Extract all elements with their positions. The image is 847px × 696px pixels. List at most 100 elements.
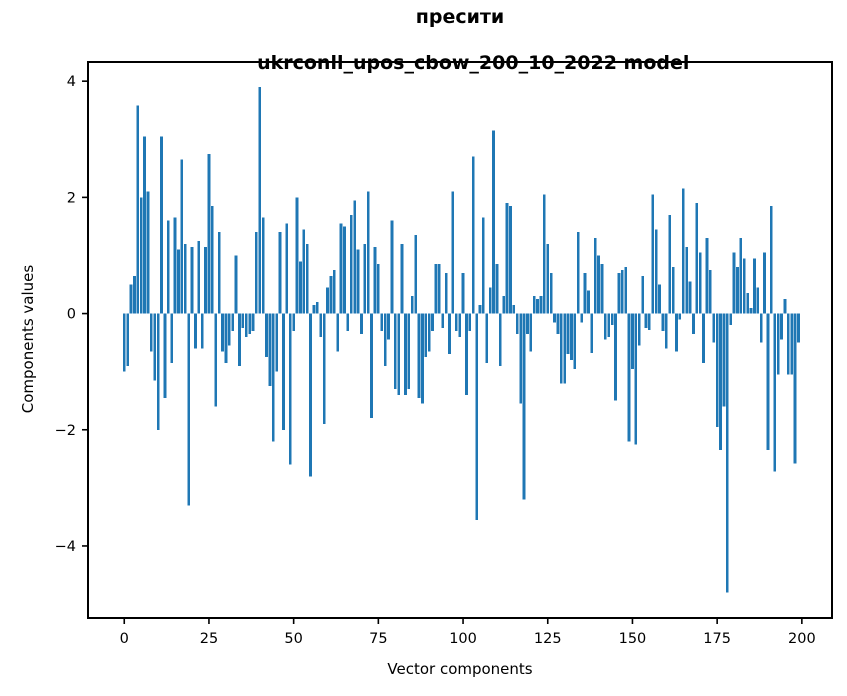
bar [360, 313, 363, 334]
bar [607, 313, 611, 337]
bar [556, 313, 560, 334]
bar [797, 313, 800, 343]
bar [322, 313, 326, 424]
bar [190, 246, 194, 314]
bar [153, 313, 157, 381]
bar [549, 272, 553, 314]
bar [614, 313, 617, 401]
bar [346, 313, 350, 331]
bar [160, 136, 163, 314]
bar [482, 217, 485, 314]
bar [543, 194, 546, 314]
bar [587, 290, 590, 314]
bar [150, 313, 153, 352]
bar [790, 313, 794, 375]
bar [275, 313, 279, 372]
bar [563, 313, 567, 384]
bar [502, 296, 506, 314]
bar [177, 249, 180, 314]
bar [397, 313, 401, 395]
bar [580, 313, 583, 323]
bar [671, 267, 675, 314]
x-tick-label: 125 [534, 631, 562, 647]
bar [576, 232, 580, 314]
bar [339, 223, 343, 314]
bar [404, 313, 407, 395]
x-tick-label: 75 [369, 631, 387, 647]
y-tick-label: 2 [67, 190, 76, 206]
bar [197, 240, 201, 314]
bar [387, 313, 390, 340]
bar [187, 313, 190, 506]
bar [370, 313, 373, 419]
bar [170, 313, 174, 363]
bar [648, 313, 651, 330]
bar [356, 249, 360, 314]
bar [485, 313, 489, 363]
bar [685, 246, 689, 314]
bar [681, 188, 685, 314]
bar [526, 313, 529, 334]
bar [383, 313, 387, 366]
bar [505, 203, 509, 314]
bar [664, 313, 668, 349]
bar [715, 313, 719, 427]
bar [668, 214, 672, 314]
bar [278, 232, 282, 314]
bar [380, 313, 384, 331]
bar [444, 272, 448, 314]
bar [421, 313, 424, 404]
bar [373, 246, 377, 314]
bar [454, 313, 458, 331]
bar [471, 156, 475, 314]
bar [695, 203, 699, 314]
bar [559, 313, 563, 384]
bar [475, 313, 478, 520]
bar [759, 313, 763, 343]
x-tick-label: 25 [200, 631, 218, 647]
bar [143, 136, 146, 314]
bar [627, 313, 631, 442]
bar [553, 313, 556, 323]
bar [305, 243, 309, 314]
bar [210, 206, 214, 314]
bar [265, 313, 268, 358]
bar [793, 313, 797, 464]
bar [705, 238, 709, 314]
bar [292, 313, 296, 331]
bar [651, 194, 655, 314]
bar [566, 313, 570, 355]
bar [268, 313, 272, 387]
bar [570, 313, 573, 361]
bar [729, 313, 733, 326]
bar [590, 313, 594, 354]
bar [258, 86, 262, 314]
bar [536, 299, 539, 314]
bar [546, 243, 550, 314]
bar [749, 307, 753, 314]
bar [261, 217, 265, 314]
bar [766, 313, 770, 451]
bar [763, 252, 766, 314]
bar [214, 313, 218, 407]
bar [498, 313, 502, 366]
bar [248, 313, 251, 334]
y-tick-label: −4 [55, 539, 76, 555]
bar [204, 246, 207, 314]
bar [400, 243, 404, 314]
bar [407, 313, 411, 390]
bar [712, 313, 716, 343]
bar [780, 313, 783, 340]
bar [441, 313, 445, 329]
bar [336, 313, 340, 352]
bar [376, 264, 380, 314]
bar [255, 232, 258, 314]
bar [719, 313, 722, 451]
bar [692, 313, 695, 334]
bar [251, 313, 255, 331]
bar [390, 220, 394, 314]
bar [238, 313, 241, 366]
bar [522, 313, 526, 500]
bar [756, 287, 760, 314]
bar [343, 226, 346, 314]
